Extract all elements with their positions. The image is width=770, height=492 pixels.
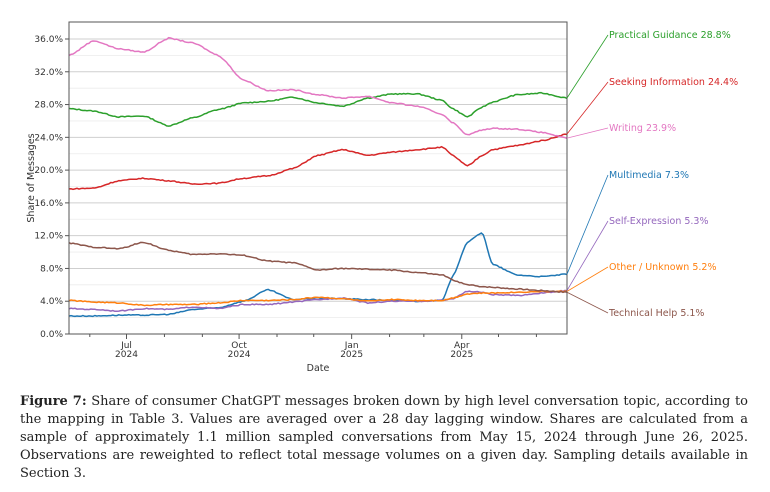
end-labels: Practical Guidance 28.8% Seeking Informat… [566, 30, 738, 319]
end-label-technical-help: Technical Help 5.1% [608, 308, 704, 319]
end-label-self-expression: Self-Expression 5.3% [609, 216, 709, 227]
x-tick-label-year: 2024 [228, 350, 251, 360]
series-line-writing [68, 36, 568, 140]
end-label-seeking-information: Seeking Information 24.4% [609, 77, 738, 88]
series-line-multimedia [68, 232, 568, 318]
end-label-connector [566, 34, 609, 99]
x-tick-label-month: Jan [344, 341, 359, 351]
y-tick-label: 0.0% [40, 330, 63, 340]
y-tick-label: 8.0% [40, 264, 63, 274]
y-tick-label: 28.0% [34, 101, 63, 111]
x-tick-label-month: Apr [454, 341, 470, 351]
y-tick-label: 24.0% [34, 133, 63, 143]
figure-caption: Figure 7: Share of consumer ChatGPT mess… [20, 393, 748, 483]
y-tick-label: 12.0% [34, 232, 63, 242]
y-tick-label: 16.0% [34, 199, 63, 209]
y-axis-title: Share of Messages [26, 133, 37, 222]
x-tick-label-month: Oct [231, 341, 247, 351]
end-label-practical-guidance: Practical Guidance 28.8% [609, 30, 731, 41]
figure-label: Figure 7: [20, 394, 87, 409]
x-tick-label-year: 2025 [450, 350, 473, 360]
end-label-connector [566, 174, 609, 275]
x-axis-title: Date [307, 363, 330, 374]
y-tick-label: 20.0% [34, 166, 63, 176]
line-chart: 0.0% 4.0% 8.0% 12.0% 16.0% 20.0% 24.0% 28.0% 32.… [26, 21, 738, 374]
series-line-practical-guidance [68, 91, 568, 127]
end-label-connector [566, 291, 609, 314]
plot-frame [68, 21, 568, 335]
y-tick-label: 36.0% [34, 35, 63, 45]
end-label-connector [566, 266, 609, 292]
x-tick-label-month: Jul [120, 341, 132, 351]
end-label-writing: Writing 23.9% [609, 123, 676, 134]
figure-caption-text: Share of consumer ChatGPT messages broke… [20, 394, 748, 481]
series-line-technical-help [68, 241, 568, 294]
y-tick-label: 32.0% [34, 68, 63, 78]
series-line-seeking-information [68, 133, 568, 191]
x-tick-label-year: 2025 [340, 350, 363, 360]
y-tick-label: 4.0% [40, 297, 63, 307]
end-label-other-unknown: Other / Unknown 5.2% [609, 262, 716, 273]
series-lines [68, 36, 568, 318]
gridlines [69, 38, 567, 335]
y-axis-ticks: 0.0% 4.0% 8.0% 12.0% 16.0% 20.0% 24.0% 28.0% 32.… [34, 35, 69, 340]
end-label-multimedia: Multimedia 7.3% [609, 170, 689, 181]
x-tick-label-year: 2024 [115, 350, 138, 360]
end-label-connector [566, 81, 609, 135]
end-label-connector [566, 127, 609, 139]
end-label-connector [566, 220, 609, 291]
series-line-other-unknown [68, 290, 568, 307]
